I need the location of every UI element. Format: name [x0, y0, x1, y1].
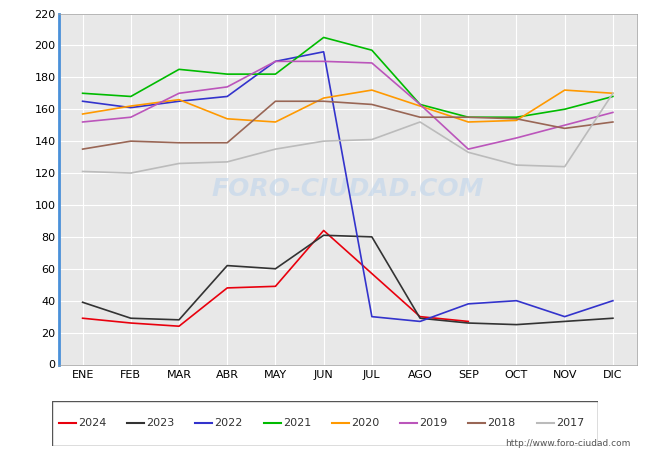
Text: 2022: 2022 [214, 418, 243, 428]
Text: 2020: 2020 [351, 418, 379, 428]
Text: 2018: 2018 [488, 418, 515, 428]
Text: 2019: 2019 [419, 418, 447, 428]
Text: 2021: 2021 [283, 418, 311, 428]
Text: 2024: 2024 [78, 418, 107, 428]
FancyBboxPatch shape [52, 400, 598, 446]
Text: 2017: 2017 [556, 418, 584, 428]
Text: FORO-CIUDAD.COM: FORO-CIUDAD.COM [211, 177, 484, 201]
Text: Afiliados en Benagéber a 30/9/2024: Afiliados en Benagéber a 30/9/2024 [176, 8, 474, 26]
Text: 2023: 2023 [146, 418, 174, 428]
Text: http://www.foro-ciudad.com: http://www.foro-ciudad.com [505, 439, 630, 448]
